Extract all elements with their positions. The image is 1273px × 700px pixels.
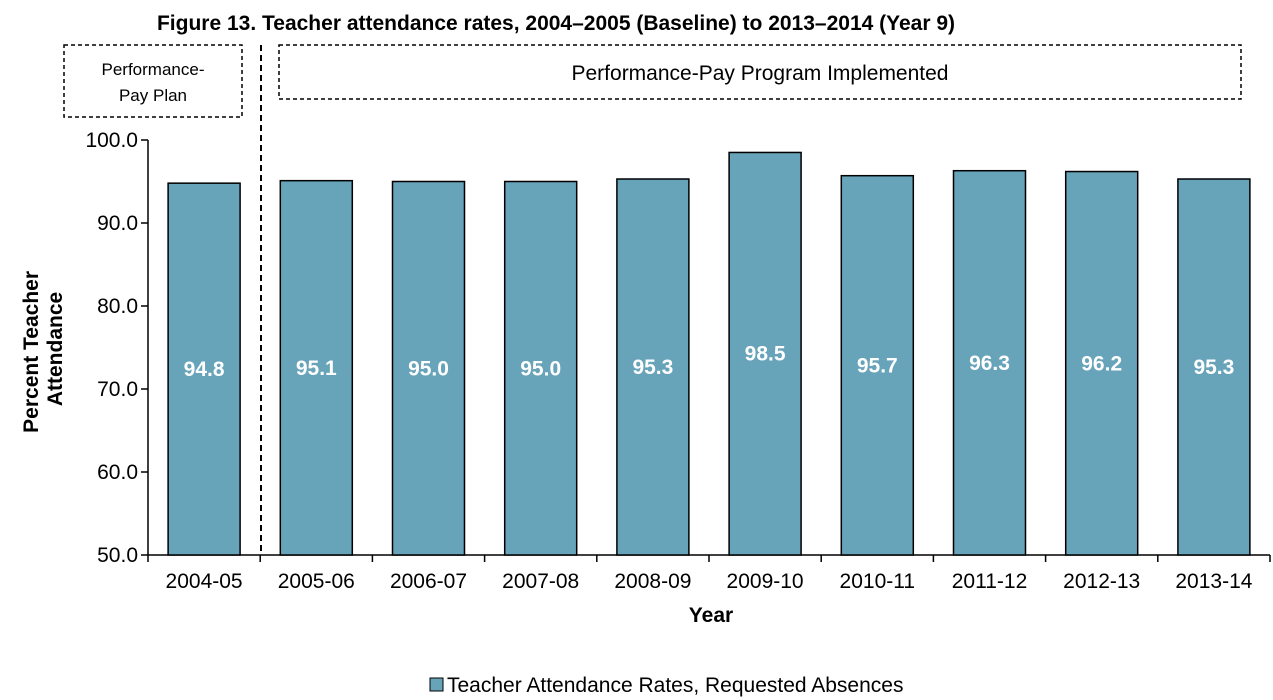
y-axis-title: Percent Teacher Attendance <box>20 265 67 433</box>
x-tick-label: 2012-13 <box>1063 570 1140 593</box>
bar-data-label: 96.3 <box>969 352 1010 375</box>
x-axis-title: Year <box>689 604 733 627</box>
bar <box>503 180 578 556</box>
bar-data-label: 95.0 <box>408 357 449 380</box>
bar-data-label: 95.0 <box>520 357 561 380</box>
bar-data-label: 95.3 <box>632 356 673 379</box>
x-tick-label: 2006-07 <box>390 570 467 593</box>
bar <box>279 179 354 556</box>
bar <box>728 151 802 556</box>
y-tick-label: 60.0 <box>97 461 138 484</box>
legend-swatch <box>429 677 444 692</box>
plot-area: 50.0 60.0 70.0 80.0 90.0 100.0 2004-05 94.8 2005… <box>85 129 1271 593</box>
bar-data-label: 94.8 <box>184 358 225 381</box>
y-tick-label: 100.0 <box>85 129 138 152</box>
bar <box>1064 170 1139 556</box>
y-tick-label: 80.0 <box>97 295 138 318</box>
baseline-annotation-box <box>63 44 243 118</box>
x-tick-label: 2008-09 <box>614 570 691 593</box>
bar <box>391 180 466 556</box>
x-tick-label: 2007-08 <box>502 570 579 593</box>
bar-data-label: 95.1 <box>296 357 337 380</box>
legend-label: Teacher Attendance Rates, Requested Abse… <box>447 674 903 697</box>
bar <box>1177 178 1251 556</box>
x-tick-label: 2010-11 <box>840 570 916 593</box>
implemented-annotation-text: Performance-Pay Program Implemented <box>572 62 949 85</box>
bar <box>616 178 690 556</box>
y-tick-label: 50.0 <box>97 544 138 567</box>
x-tick-label: 2011-12 <box>952 570 1028 593</box>
x-tick-label: 2005-06 <box>278 570 355 593</box>
y-tick-label: 70.0 <box>97 378 138 401</box>
bar-data-label: 98.5 <box>745 343 786 366</box>
y-tick-label: 90.0 <box>97 212 138 235</box>
x-tick-label: 2009-10 <box>727 570 804 593</box>
bar-data-label: 95.7 <box>857 354 898 377</box>
bar <box>952 169 1027 556</box>
baseline-annotation-line2: Pay Plan <box>119 86 187 105</box>
bar <box>840 174 915 556</box>
x-tick-label: 2004-05 <box>166 570 243 593</box>
baseline-annotation-line1: Performance- <box>102 60 205 79</box>
x-tick-label: 2013-14 <box>1175 570 1252 593</box>
implemented-annotation-box <box>278 44 1242 100</box>
bar-data-label: 96.2 <box>1081 352 1122 375</box>
bar <box>167 182 241 556</box>
chart-title: Figure 13. Teacher attendance rates, 200… <box>157 12 955 35</box>
bar-data-label: 95.3 <box>1193 356 1234 379</box>
